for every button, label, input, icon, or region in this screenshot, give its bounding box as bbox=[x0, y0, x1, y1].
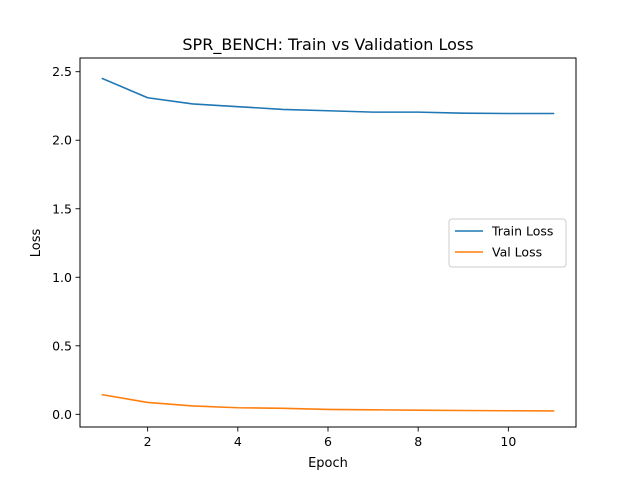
y-axis-ticks: 0.0 0.5 1.0 1.5 2.0 2.5 bbox=[52, 64, 80, 422]
plot-lines bbox=[101, 77, 555, 412]
y-tick-label: 2.0 bbox=[52, 133, 72, 148]
x-tick-label: 4 bbox=[234, 434, 242, 449]
chart-title: SPR_BENCH: Train vs Validation Loss bbox=[182, 35, 473, 55]
y-tick-label: 0.5 bbox=[52, 338, 72, 353]
y-axis-label: Loss bbox=[29, 229, 44, 258]
y-tick-label: 2.5 bbox=[52, 64, 72, 79]
x-tick-label: 8 bbox=[414, 434, 422, 449]
legend-label: Val Loss bbox=[492, 245, 542, 260]
x-tick-label: 10 bbox=[500, 434, 516, 449]
y-tick-label: 1.0 bbox=[52, 270, 72, 285]
series-line-1 bbox=[101, 393, 555, 412]
x-tick-label: 2 bbox=[144, 434, 152, 449]
legend: Train Loss Val Loss bbox=[448, 218, 567, 268]
y-tick-label: 0.0 bbox=[52, 407, 72, 422]
x-axis-ticks: 2 4 6 8 10 bbox=[144, 427, 516, 449]
x-axis-label: Epoch bbox=[308, 456, 348, 471]
y-tick-label: 1.5 bbox=[52, 201, 72, 216]
x-tick-label: 6 bbox=[324, 434, 332, 449]
series-line-0 bbox=[101, 77, 555, 115]
legend-label: Train Loss bbox=[491, 224, 553, 239]
